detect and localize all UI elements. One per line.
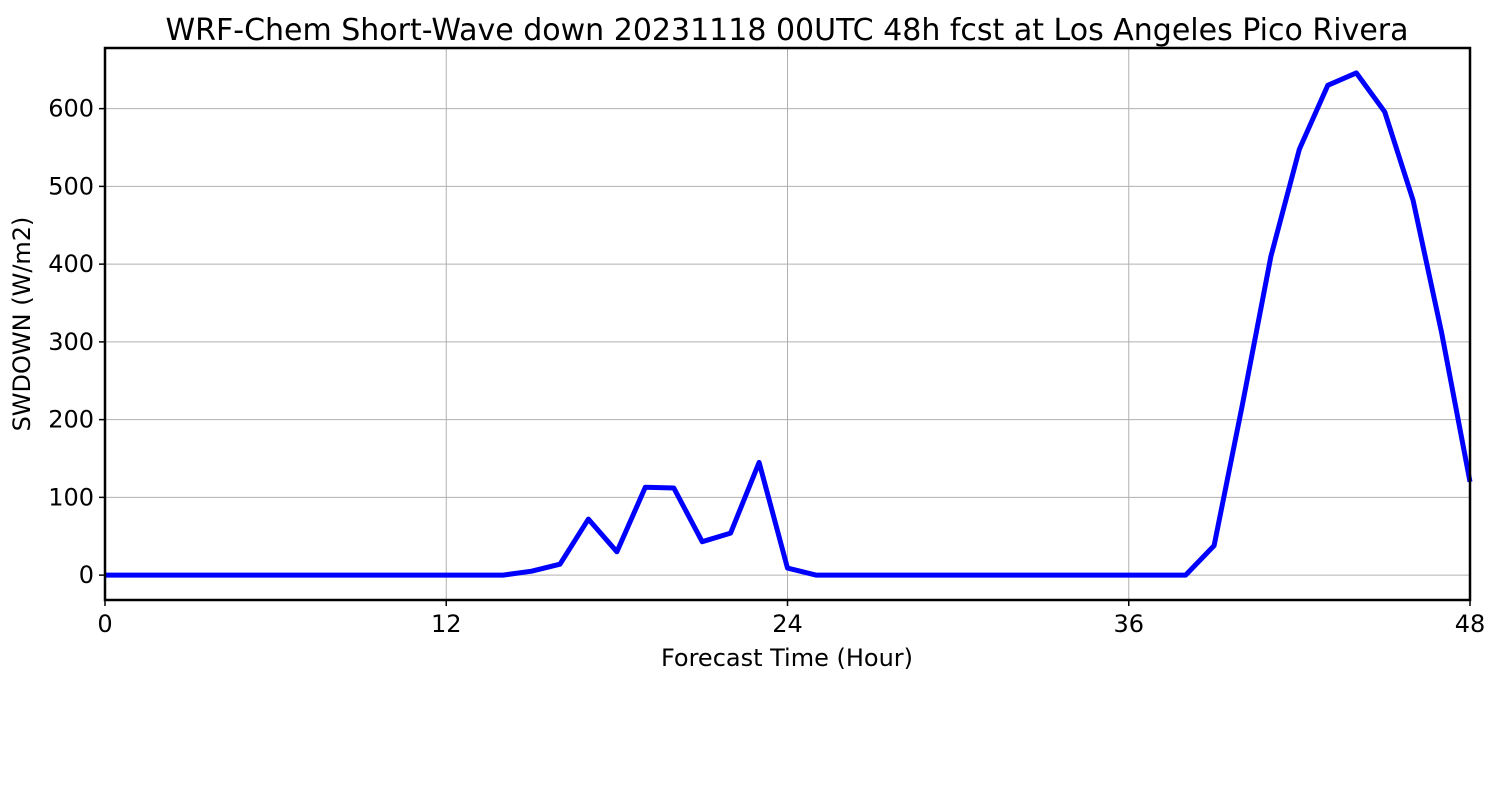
chart-title: WRF-Chem Short-Wave down 20231118 00UTC … [165,13,1408,48]
y-tick-label: 500 [48,172,94,200]
y-tick-label: 400 [48,250,94,278]
y-tick-label: 100 [48,483,94,511]
y-tick-label: 200 [48,406,94,434]
y-tick-label: 600 [48,95,94,123]
ticks: 0 12 24 36 48 0 100 200 300 400 500 600 [48,95,1485,638]
x-tick-label: 48 [1455,610,1486,638]
x-tick-label: 36 [1113,610,1144,638]
x-tick-label: 24 [772,610,803,638]
y-tick-label: 0 [79,561,94,589]
series-layer [105,70,1473,578]
x-tick-label: 0 [97,610,112,638]
y-axis-label: SWDOWN (W/m2) [8,217,36,432]
series-line [105,70,1473,578]
y-tick-label: 300 [48,328,94,356]
x-axis-label: Forecast Time (Hour) [661,644,913,672]
x-tick-label: 12 [431,610,462,638]
